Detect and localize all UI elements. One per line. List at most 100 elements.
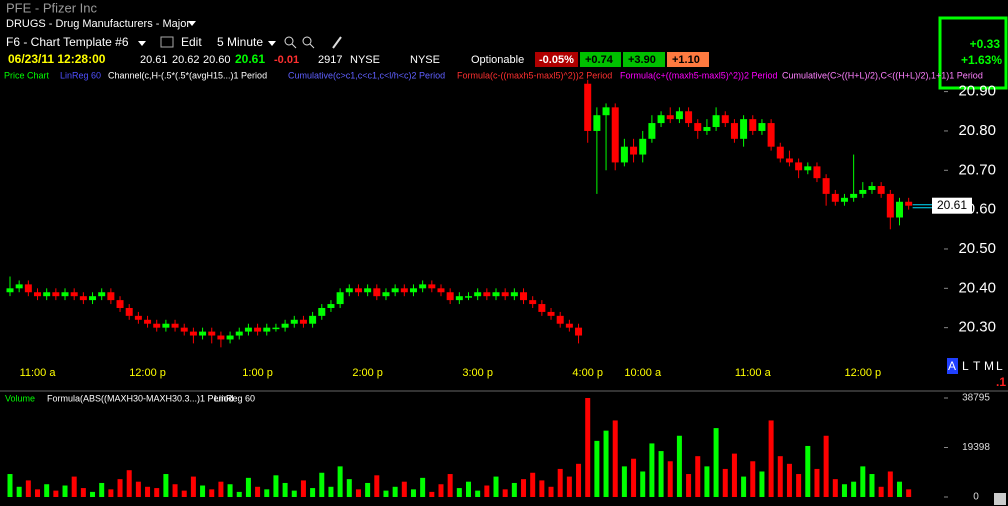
interval[interactable]: 5 Minute [217, 35, 263, 49]
change-box [938, 16, 1008, 90]
candle-body [492, 292, 500, 297]
candle-body [299, 319, 307, 324]
volume-bar [731, 453, 737, 497]
badge-text: +1.10 [672, 54, 700, 66]
candle-body [730, 123, 738, 139]
volume-bar [365, 482, 371, 497]
candle-body [116, 300, 124, 308]
candle-body [666, 115, 674, 120]
volume-bar [200, 485, 206, 497]
industry[interactable]: DRUGS - Drug Manufacturers - Major [6, 18, 190, 30]
mode-highlight[interactable] [947, 358, 958, 374]
volume-bar [814, 468, 820, 497]
mode-letter[interactable]: A [948, 359, 956, 373]
y-tick-label: 20.30 [958, 319, 996, 336]
candle-body [309, 315, 317, 324]
candle-body [758, 123, 766, 131]
candle-body [446, 292, 454, 301]
zoom-out[interactable] [302, 36, 312, 46]
edit-icon[interactable] [160, 36, 174, 48]
candle-body [510, 292, 518, 297]
volume-bar [557, 468, 563, 497]
candle-body [795, 162, 803, 171]
volume-bar [695, 456, 701, 497]
volume-bar [108, 489, 114, 497]
candle-body [611, 107, 619, 163]
candle-body [89, 296, 97, 301]
volume-bar [255, 486, 261, 497]
volume: 2917 [318, 54, 342, 66]
volume-bar [594, 440, 600, 497]
candle-body [538, 304, 546, 312]
quote: 20.60 [203, 54, 231, 66]
x-tick-label: 12:00 p [844, 367, 881, 379]
y-tick-label: 20.40 [958, 279, 996, 296]
volume-bar [236, 491, 242, 497]
badge [535, 52, 578, 67]
candle-body [455, 296, 463, 301]
volume-bar [906, 489, 912, 497]
candle-body [501, 292, 509, 297]
volume-bar [576, 463, 582, 497]
candle-body [712, 115, 720, 128]
candle-body [43, 292, 51, 297]
volume-bar [392, 486, 398, 497]
y-tick-label: 20.50 [958, 240, 996, 257]
indicator: LinReg 60 [60, 70, 101, 80]
candle-body [180, 327, 188, 332]
volume-bar [80, 488, 86, 497]
volume-bar [117, 479, 123, 497]
dropdown-arrow[interactable] [138, 41, 146, 46]
volume-bar [190, 476, 196, 497]
edit[interactable]: Edit [181, 35, 202, 49]
draw-tool[interactable] [332, 36, 342, 49]
volume-bar [502, 489, 508, 497]
candle-body [584, 83, 592, 131]
volume-bar [456, 488, 462, 497]
dropdown-arrow[interactable] [188, 21, 196, 26]
last-price-tag [932, 197, 972, 214]
volume-bar [621, 466, 627, 497]
volume-title: Volume [5, 393, 35, 403]
candle-body [217, 335, 225, 340]
candle-body [419, 284, 427, 289]
volume-bar [227, 484, 233, 497]
volume-bar [841, 484, 847, 497]
volume-bar [410, 489, 416, 497]
candle-body [675, 111, 683, 120]
volume-bar [44, 484, 50, 497]
zoom-out[interactable] [309, 43, 315, 49]
zoom-in[interactable] [284, 36, 294, 46]
y-tick-label: 20.80 [958, 122, 996, 139]
candle-body [785, 158, 793, 163]
candle-body [437, 288, 445, 293]
volume-bar [658, 451, 664, 497]
candle-body [281, 323, 289, 328]
volume-bar [805, 445, 811, 497]
candle-body [895, 201, 903, 218]
candle-body [657, 115, 665, 124]
volume-bar [713, 428, 719, 497]
volume-bar [603, 430, 609, 497]
mode-letter[interactable]: L [962, 359, 969, 373]
scroll-box[interactable] [994, 493, 1006, 505]
candle-body [767, 123, 775, 147]
candle-body [776, 146, 784, 159]
x-tick-label: 10:00 a [624, 367, 662, 379]
volume-bar [7, 474, 13, 497]
volume-bar [209, 489, 215, 497]
mode-letter[interactable]: M [984, 359, 994, 373]
candle-body [336, 292, 344, 305]
template[interactable]: F6 - Chart Template #6 [6, 35, 129, 49]
candle-body [905, 201, 913, 206]
mode-letter[interactable]: L [996, 359, 1003, 373]
volume-bar [319, 472, 325, 497]
volume-bar [786, 463, 792, 497]
volume-bar [631, 458, 637, 497]
mode-letter[interactable]: T [973, 359, 981, 373]
zoom-in[interactable] [291, 43, 297, 49]
volume-bar [887, 471, 893, 497]
dropdown-arrow[interactable] [268, 41, 276, 46]
candle-body [391, 288, 399, 293]
